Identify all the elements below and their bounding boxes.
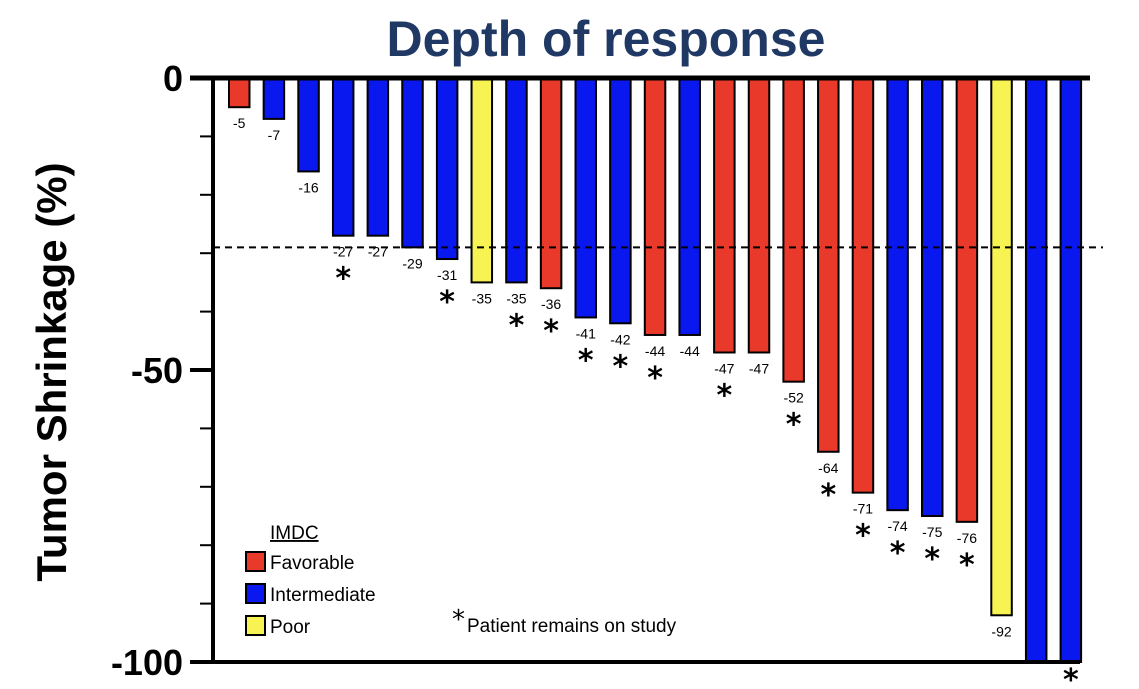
on-study-marker: *	[890, 536, 906, 571]
bar-value-label: -27	[333, 244, 353, 260]
value-labels-group: -5 -7 -16 -27 -27 -29 -31 -35 -35 -36 -41 -42 -44 -44…	[233, 115, 1012, 639]
bar-value-label: -35	[506, 290, 526, 306]
bar-intermediate	[262, 77, 286, 120]
bar-intermediate	[886, 77, 909, 512]
on-study-marker: *	[855, 519, 871, 554]
bar-value-label: -42	[610, 331, 630, 347]
bar-intermediate	[331, 77, 355, 237]
bar-intermediate	[505, 77, 528, 284]
legend-label-intermediate: Intermediate	[270, 585, 376, 606]
bar-value-label: -36	[541, 296, 561, 312]
on-study-marker: *	[335, 262, 351, 297]
legend-title: IMDC	[270, 523, 319, 544]
bar-intermediate	[366, 77, 390, 237]
footnote-marker: *	[452, 605, 465, 635]
bar-value-label: -44	[680, 343, 700, 359]
on-study-marker: *	[613, 349, 629, 384]
y-tick-label: -50	[131, 350, 183, 391]
bar-value-label: -47	[714, 360, 734, 376]
bar-value-label: -5	[233, 115, 246, 131]
bar-value-label: -27	[368, 244, 388, 260]
bar-intermediate	[574, 77, 597, 319]
bar-value-label: -16	[298, 179, 318, 195]
bar-value-label: -41	[576, 325, 596, 341]
bar-favorable	[955, 77, 979, 523]
legend-label-favorable: Favorable	[270, 553, 355, 574]
y-tick-label: 0	[163, 58, 183, 99]
bar-value-label: -64	[818, 460, 838, 476]
bar-favorable	[713, 77, 736, 354]
y-axis-ticks: 0 -50 -100	[111, 58, 213, 683]
legend-swatch-favorable	[245, 551, 266, 572]
bar-value-label: -75	[922, 524, 942, 540]
bar-favorable	[747, 77, 771, 354]
on-study-marker: *	[647, 361, 663, 396]
bar-value-label: -29	[402, 255, 422, 271]
on-study-marker: *	[959, 548, 975, 583]
bars-group	[228, 77, 1083, 663]
bar-value-label: -35	[472, 290, 492, 306]
bar-favorable	[228, 77, 251, 109]
bar-value-label: -71	[853, 501, 873, 517]
bar-poor	[990, 77, 1013, 617]
on-study-marker: *	[924, 542, 940, 577]
bar-value-label: -31	[437, 267, 457, 283]
bar-poor	[470, 77, 494, 284]
bar-favorable	[782, 77, 805, 383]
bar-value-label: -92	[991, 623, 1011, 639]
footnote: * Patient remains on study	[452, 605, 677, 637]
bar-value-label: -52	[784, 390, 804, 406]
legend-swatch-poor	[245, 615, 266, 636]
bar-intermediate	[297, 77, 320, 173]
on-study-marker: *	[716, 378, 732, 413]
bar-value-label: -44	[645, 343, 665, 359]
y-tick-label: -100	[111, 642, 183, 683]
bar-value-label: -7	[268, 127, 281, 143]
on-study-marker: *	[820, 478, 836, 513]
on-study-marker: *	[439, 285, 455, 320]
bar-intermediate	[609, 77, 632, 325]
bar-favorable	[817, 77, 840, 453]
bar-intermediate	[435, 77, 459, 261]
bar-intermediate	[1024, 77, 1048, 663]
bar-intermediate	[678, 77, 701, 336]
bar-intermediate	[1059, 77, 1083, 663]
on-study-marker: *	[1063, 663, 1079, 689]
chart-title: Depth of response	[387, 11, 826, 67]
bar-value-label: -74	[887, 518, 907, 534]
bar-intermediate	[401, 77, 424, 249]
legend-entries: Favorable Intermediate Poor	[245, 551, 376, 638]
legend-label-poor: Poor	[270, 617, 311, 638]
legend-swatch-intermediate	[245, 583, 266, 604]
bar-favorable	[643, 77, 667, 336]
on-study-marker: *	[786, 408, 802, 443]
bar-value-label: -47	[749, 360, 769, 376]
bar-favorable	[539, 77, 563, 290]
on-study-marker: *	[509, 308, 525, 343]
on-study-marker: *	[543, 314, 559, 349]
legend: IMDC Favorable Intermediate Poor	[245, 523, 376, 638]
bar-favorable	[851, 77, 875, 494]
on-study-marker: *	[578, 343, 594, 378]
footnote-text: Patient remains on study	[467, 616, 677, 637]
bar-value-label: -76	[957, 530, 977, 546]
y-axis-label: Tumor Shrinkage (%)	[28, 162, 75, 581]
bar-intermediate	[921, 77, 944, 517]
on-study-markers-group: * * * * * * * * * * * * * * *	[335, 262, 1079, 689]
